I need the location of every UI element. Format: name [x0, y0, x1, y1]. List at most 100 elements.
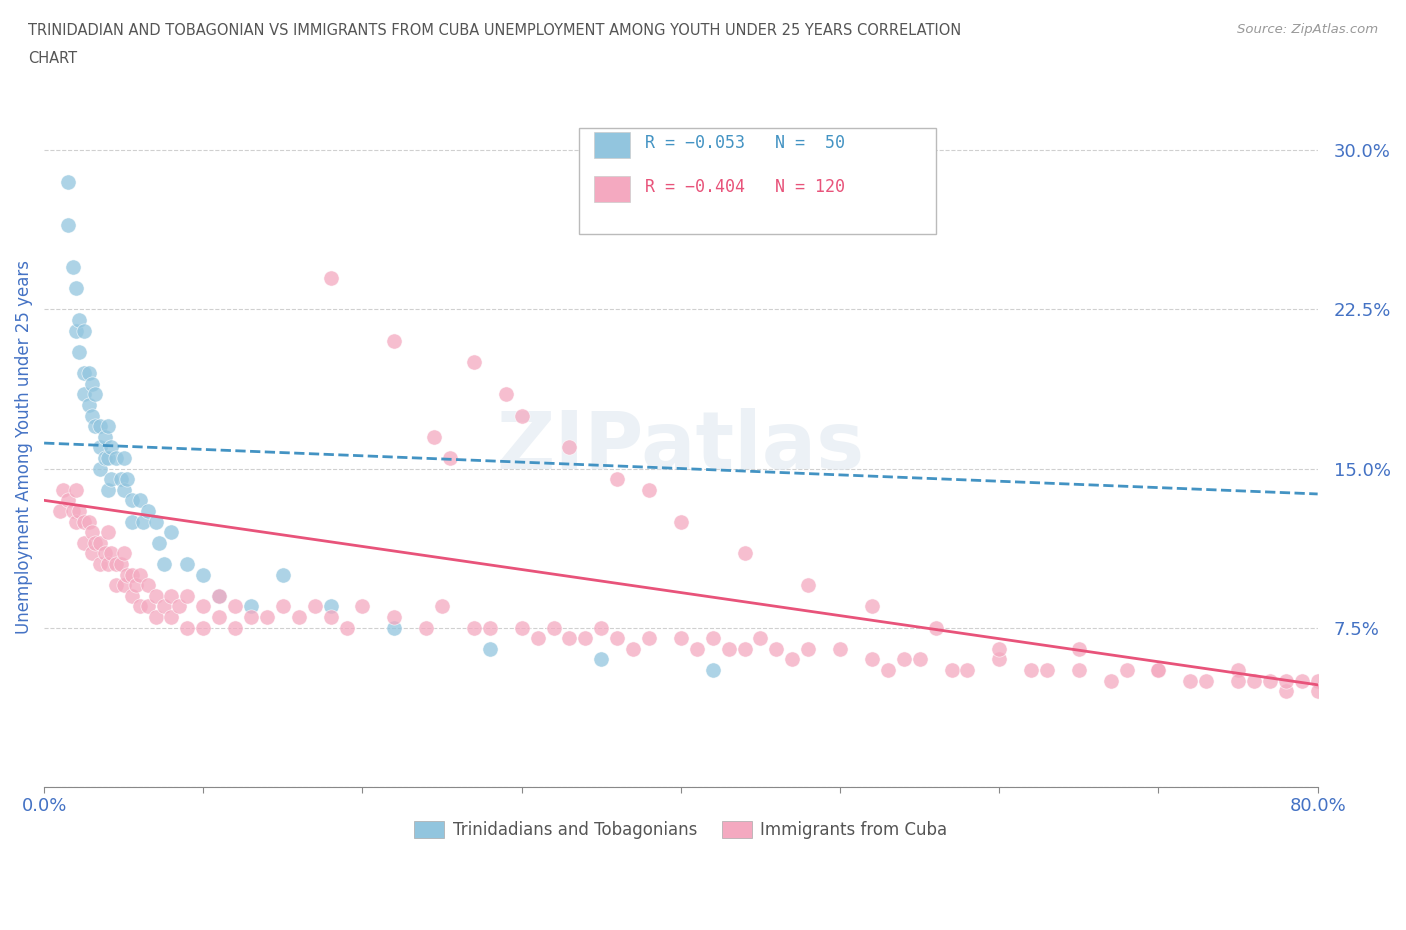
- Point: [956, 662, 979, 677]
- Point: [89, 536, 111, 551]
- Point: [93, 546, 115, 561]
- Point: [121, 493, 143, 508]
- Point: [606, 631, 628, 645]
- Point: [797, 642, 820, 657]
- Text: R = −0.404   N = 120: R = −0.404 N = 120: [645, 179, 845, 196]
- Point: [415, 620, 437, 635]
- Point: [73, 514, 96, 529]
- Point: [89, 461, 111, 476]
- Point: [734, 546, 756, 561]
- Point: [319, 609, 342, 624]
- Point: [97, 418, 120, 433]
- Point: [702, 662, 724, 677]
- Point: [606, 472, 628, 486]
- Point: [669, 631, 692, 645]
- Point: [463, 620, 485, 635]
- Point: [97, 556, 120, 571]
- Point: [110, 556, 132, 571]
- Point: [1291, 673, 1313, 688]
- Point: [256, 609, 278, 624]
- Text: Source: ZipAtlas.com: Source: ZipAtlas.com: [1237, 23, 1378, 36]
- Point: [382, 334, 405, 349]
- Point: [495, 387, 517, 402]
- Point: [65, 281, 87, 296]
- Point: [1067, 662, 1090, 677]
- Point: [382, 609, 405, 624]
- Point: [941, 662, 963, 677]
- Point: [80, 377, 103, 392]
- Point: [80, 408, 103, 423]
- Point: [110, 472, 132, 486]
- Point: [93, 450, 115, 465]
- Point: [112, 483, 135, 498]
- Point: [84, 536, 107, 551]
- Point: [128, 599, 150, 614]
- Point: [148, 536, 170, 551]
- Point: [208, 609, 231, 624]
- Point: [463, 355, 485, 370]
- Point: [62, 503, 84, 518]
- Point: [1195, 673, 1218, 688]
- Point: [145, 609, 167, 624]
- Bar: [595, 176, 630, 202]
- Point: [1275, 684, 1298, 698]
- Point: [115, 472, 138, 486]
- Point: [734, 642, 756, 657]
- Point: [136, 503, 159, 518]
- Point: [319, 599, 342, 614]
- Point: [65, 324, 87, 339]
- Point: [128, 493, 150, 508]
- Point: [100, 472, 122, 486]
- Point: [121, 514, 143, 529]
- Point: [988, 652, 1011, 667]
- Point: [56, 175, 79, 190]
- Point: [89, 440, 111, 455]
- Point: [430, 599, 453, 614]
- Point: [574, 631, 596, 645]
- Point: [669, 514, 692, 529]
- Point: [749, 631, 772, 645]
- Point: [65, 514, 87, 529]
- Point: [67, 503, 90, 518]
- Point: [100, 440, 122, 455]
- Point: [352, 599, 374, 614]
- Point: [1115, 662, 1137, 677]
- Y-axis label: Unemployment Among Youth under 25 years: Unemployment Among Youth under 25 years: [15, 260, 32, 634]
- Point: [876, 662, 898, 677]
- Point: [97, 525, 120, 539]
- Point: [510, 620, 533, 635]
- Point: [49, 503, 72, 518]
- Point: [104, 556, 127, 571]
- Point: [1099, 673, 1122, 688]
- Point: [67, 312, 90, 327]
- Point: [478, 642, 501, 657]
- Point: [288, 609, 311, 624]
- Point: [1147, 662, 1170, 677]
- Point: [160, 525, 183, 539]
- Point: [860, 599, 883, 614]
- Point: [136, 599, 159, 614]
- Text: R = −0.053   N =  50: R = −0.053 N = 50: [645, 134, 845, 153]
- Point: [132, 514, 155, 529]
- Point: [271, 599, 294, 614]
- Point: [224, 599, 246, 614]
- Point: [1180, 673, 1202, 688]
- Point: [112, 546, 135, 561]
- Point: [240, 599, 263, 614]
- Point: [1019, 662, 1042, 677]
- Point: [893, 652, 915, 667]
- Point: [510, 408, 533, 423]
- Point: [80, 525, 103, 539]
- Point: [782, 652, 804, 667]
- Point: [860, 652, 883, 667]
- Point: [176, 589, 198, 604]
- Point: [67, 344, 90, 359]
- Point: [52, 483, 75, 498]
- Point: [160, 589, 183, 604]
- Point: [558, 440, 581, 455]
- Point: [828, 642, 851, 657]
- Point: [717, 642, 740, 657]
- Point: [1036, 662, 1059, 677]
- Point: [1306, 684, 1329, 698]
- Text: TRINIDADIAN AND TOBAGONIAN VS IMMIGRANTS FROM CUBA UNEMPLOYMENT AMONG YOUTH UNDE: TRINIDADIAN AND TOBAGONIAN VS IMMIGRANTS…: [28, 23, 962, 38]
